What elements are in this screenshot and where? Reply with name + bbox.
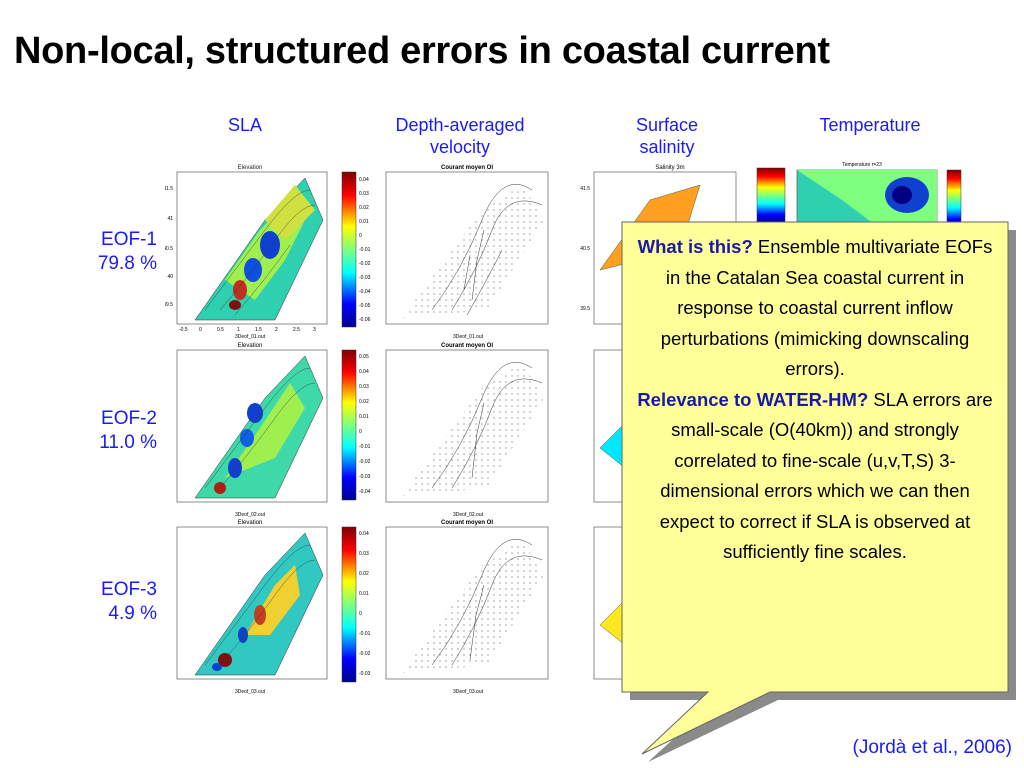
svg-text:-0.01: -0.01 [359, 631, 371, 637]
sla-plot-eof3: Elevation 3Deof_03.out [176, 520, 328, 695]
svg-text:Elevation: Elevation [238, 520, 263, 526]
callout-answer-1: Ensemble multivariate EOFs in the Catala… [660, 236, 993, 379]
svg-text:0.04: 0.04 [359, 177, 369, 183]
svg-text:0.02: 0.02 [359, 399, 369, 405]
svg-text:-0.04: -0.04 [359, 289, 371, 295]
svg-text:0.04: 0.04 [359, 369, 369, 375]
svg-text:0.01: 0.01 [359, 414, 369, 420]
svg-text:3Deof_01.out: 3Deof_01.out [453, 334, 484, 340]
callout-question-2: Relevance to WATER-HM? [637, 388, 869, 410]
svg-text:-0.06: -0.06 [359, 317, 371, 323]
velocity-plot-eof1: Courant moyen OI 3Deof_01.out [385, 165, 549, 340]
svg-text:0.03: 0.03 [359, 191, 369, 197]
svg-text:40: 40 [167, 274, 173, 280]
svg-text:2: 2 [275, 327, 278, 333]
svg-text:-0.5: -0.5 [179, 327, 188, 333]
citation: (Jordà et al., 2006) [852, 737, 1012, 758]
velocity-plot-eof3: Courant moyen OI 3Deof_03.out [385, 520, 549, 695]
svg-text:3: 3 [313, 327, 316, 333]
svg-text:-0.01: -0.01 [359, 247, 371, 253]
callout-bubble [621, 221, 1016, 762]
svg-text:39.5: 39.5 [165, 302, 173, 308]
svg-text:0.02: 0.02 [359, 571, 369, 577]
svg-text:40.5: 40.5 [165, 246, 173, 252]
svg-text:-0.02: -0.02 [359, 261, 371, 267]
svg-text:0: 0 [359, 233, 362, 239]
svg-text:-0.04: -0.04 [359, 489, 371, 495]
svg-text:0.02: 0.02 [359, 205, 369, 211]
callout-text: What is this? Ensemble multivariate EOFs… [636, 232, 994, 568]
svg-text:3Deof_01.out: 3Deof_01.out [235, 334, 266, 340]
svg-text:-0.02: -0.02 [359, 651, 371, 657]
svg-text:Temperature r=23: Temperature r=23 [842, 162, 882, 168]
sla-plot-eof1: Elevation 41.5 41 40.5 40 39.5 -0.5 0 0.… [165, 165, 328, 340]
svg-text:-0.03: -0.03 [359, 474, 371, 480]
svg-text:3Deof_02.out: 3Deof_02.out [235, 512, 266, 518]
svg-text:-0.05: -0.05 [359, 303, 371, 309]
colorbar-eof1: 0.04 0.03 0.02 0.01 0 -0.01 -0.02 -0.03 … [341, 171, 371, 328]
svg-text:0: 0 [359, 611, 362, 617]
svg-text:41.5: 41.5 [165, 186, 173, 192]
svg-text:Courant moyen OI: Courant moyen OI [441, 165, 493, 171]
svg-text:0.5: 0.5 [217, 327, 224, 333]
svg-text:40.5: 40.5 [580, 246, 590, 252]
temperature-plot-eof1: Temperature r=23 [756, 162, 962, 230]
column-header-temperature: Temperature [819, 115, 921, 135]
svg-text:Courant moyen OI: Courant moyen OI [441, 520, 493, 526]
column-header-velocity: Depth-averaged velocity [395, 115, 525, 157]
svg-text:3Deof_03.out: 3Deof_03.out [235, 689, 266, 695]
eof-label-3: EOF-3 4.9 % [101, 579, 157, 624]
callout-question-1: What is this? [637, 236, 753, 257]
svg-text:0.04: 0.04 [359, 531, 369, 537]
svg-text:-0.02: -0.02 [359, 459, 371, 465]
svg-text:1: 1 [237, 327, 240, 333]
callout-answer-2: SLA errors are small-scale (O(40km)) and… [659, 388, 993, 563]
colorbar-eof2: 0.05 0.04 0.03 0.02 0.01 0 -0.01 -0.02 -… [341, 349, 371, 501]
velocity-plot-eof2: Courant moyen OI 3Deof_02.out [385, 343, 549, 518]
svg-text:0: 0 [359, 429, 362, 435]
column-header-salinity: Surface salinity [635, 115, 699, 157]
svg-text:Elevation: Elevation [238, 343, 263, 349]
eof-label-2: EOF-2 11.0 % [99, 408, 157, 453]
svg-text:41.5: 41.5 [580, 186, 590, 192]
slide-title: Non-local, structured errors in coastal … [14, 30, 830, 72]
svg-text:1.5: 1.5 [255, 327, 262, 333]
svg-text:0.01: 0.01 [359, 219, 369, 225]
svg-text:Salinity 3m: Salinity 3m [655, 165, 684, 171]
svg-text:2.5: 2.5 [293, 327, 300, 333]
svg-text:Courant moyen OI: Courant moyen OI [441, 343, 493, 349]
svg-text:-0.03: -0.03 [359, 671, 371, 677]
svg-text:-0.03: -0.03 [359, 275, 371, 281]
column-header-sla: SLA [227, 115, 263, 135]
plot-title: Elevation [238, 165, 263, 171]
svg-text:3Deof_02.out: 3Deof_02.out [453, 512, 484, 518]
colorbar-eof3: 0.04 0.03 0.02 0.01 0 -0.01 -0.02 -0.03 [341, 526, 371, 683]
svg-text:0: 0 [199, 327, 202, 333]
svg-text:0.03: 0.03 [359, 551, 369, 557]
svg-text:3Deof_03.out: 3Deof_03.out [453, 689, 484, 695]
svg-text:39.5: 39.5 [580, 306, 590, 312]
sla-plot-eof2: Elevation 3Deof_02.out [176, 343, 328, 518]
svg-text:0.05: 0.05 [359, 354, 369, 360]
svg-text:41: 41 [167, 216, 173, 222]
svg-text:-0.01: -0.01 [359, 444, 371, 450]
svg-text:0.01: 0.01 [359, 591, 369, 597]
eof-label-1: EOF-1 79.8 % [97, 229, 157, 274]
svg-text:0.03: 0.03 [359, 384, 369, 390]
